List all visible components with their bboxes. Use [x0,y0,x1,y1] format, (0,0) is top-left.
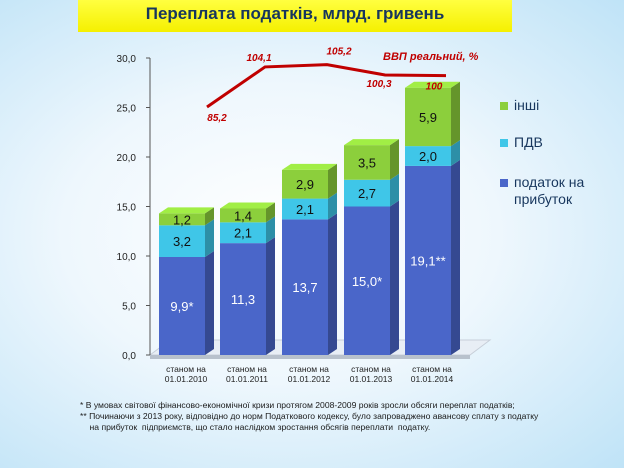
bar-side [266,237,275,355]
data-label: 2,1 [296,202,314,217]
data-label: 3,5 [358,155,376,170]
bar-side [390,139,399,180]
x-tick-label: 01.01.2013 [350,374,393,384]
y-tick-label: 15,0 [117,203,137,214]
chart-floor-edge [150,355,470,359]
bar-side [205,219,214,257]
title-banner [78,0,512,32]
data-label: 11,3 [231,292,255,307]
x-tick-label: 01.01.2011 [226,374,268,384]
x-tick-label: станом на [166,364,206,374]
y-tick-label: 5,0 [122,302,136,313]
bar-side [205,250,214,355]
bar-side [328,213,337,355]
footnote-1: * В умовах світової фінансово-економічно… [80,400,515,410]
data-label: 19,1** [410,253,445,268]
y-tick-label: 0,0 [122,351,136,362]
bar-side [451,140,460,166]
gdp-label: 104,1 [246,53,271,64]
bar-side [328,192,337,220]
bar-податок-на-прибуток [282,219,328,355]
footnote-2: ** Починаючи з 2013 року, відповідно до … [80,411,539,421]
bar-податок-на-прибуток [159,256,205,355]
data-label: 3,2 [173,234,191,249]
bar-top [159,207,214,214]
bar-податок-на-прибуток [405,165,451,355]
gdp-label: 85,2 [207,113,227,124]
x-tick-label: станом на [289,364,329,374]
bar-ПДВ [344,179,390,207]
footnotes: * В умовах світової фінансово-економічно… [80,400,538,433]
legend-swatch [500,139,508,147]
bar-інші [282,169,328,199]
gdp-label: 100 [426,82,443,93]
x-tick-label: 01.01.2010 [165,374,208,384]
bar-top [405,81,460,88]
legend-swatch [500,102,508,110]
data-label: 2,1 [234,226,252,241]
y-tick-label: 10,0 [117,252,137,263]
bar-інші [405,87,451,147]
gdp-label: 105,2 [326,47,351,58]
legend-swatch [500,179,508,187]
bar-side [451,81,460,147]
bar-side [328,163,337,199]
data-label: 13,7 [292,280,317,295]
bar-side [451,159,460,355]
bar-ПДВ [159,225,205,257]
gdp-legend: ВВП реальний, % [383,51,479,63]
bar-top [220,202,275,209]
bar-ПДВ [282,198,328,220]
data-label: 2,7 [358,186,376,201]
data-label: 15,0* [352,274,382,289]
bar-top [282,163,337,170]
bar-інші [159,213,205,226]
y-tick-label: 25,0 [117,104,137,115]
gdp-line [206,63,447,109]
legend-label: прибуток [514,191,573,207]
bar-top [344,139,399,146]
bar-податок-на-прибуток [220,243,266,355]
bar-side [205,207,214,226]
data-label: 2,9 [296,177,314,192]
data-label: 5,9 [419,110,437,125]
legend-label: податок на [514,174,584,190]
y-tick-label: 20,0 [117,153,137,164]
x-tick-label: станом на [351,364,391,374]
bar-ПДВ [220,222,266,244]
x-tick-label: станом на [227,364,267,374]
legend-label: інші [514,97,539,113]
data-label: 9,9* [170,299,193,314]
chart: 0,0 5,0 10,0 15,0 20,0 25,0 30,0 9,9* 3,2 1,2 стан… [117,47,585,384]
x-tick-label: станом на [412,364,452,374]
bar-інші [220,208,266,223]
bar-side [266,202,275,223]
data-label: 1,4 [234,208,252,223]
bar-податок-на-прибуток [344,206,390,355]
x-tick-label: 01.01.2012 [288,374,331,384]
chart-title: Переплата податків, млрд. гривень [145,4,445,23]
bar-side [390,173,399,207]
footnote-3: на прибуток підприємств, що стало наслід… [80,422,431,432]
bar-side [266,216,275,244]
x-tick-label: 01.01.2014 [411,374,454,384]
bar-ПДВ [405,146,451,166]
bar-side [390,200,399,355]
bar-інші [344,145,390,180]
data-label: 1,2 [173,212,191,227]
legend-label: ПДВ [514,134,543,150]
gdp-label: 100,3 [366,79,391,90]
data-label: 2,0 [419,149,437,164]
y-tick-label: 30,0 [117,54,137,65]
